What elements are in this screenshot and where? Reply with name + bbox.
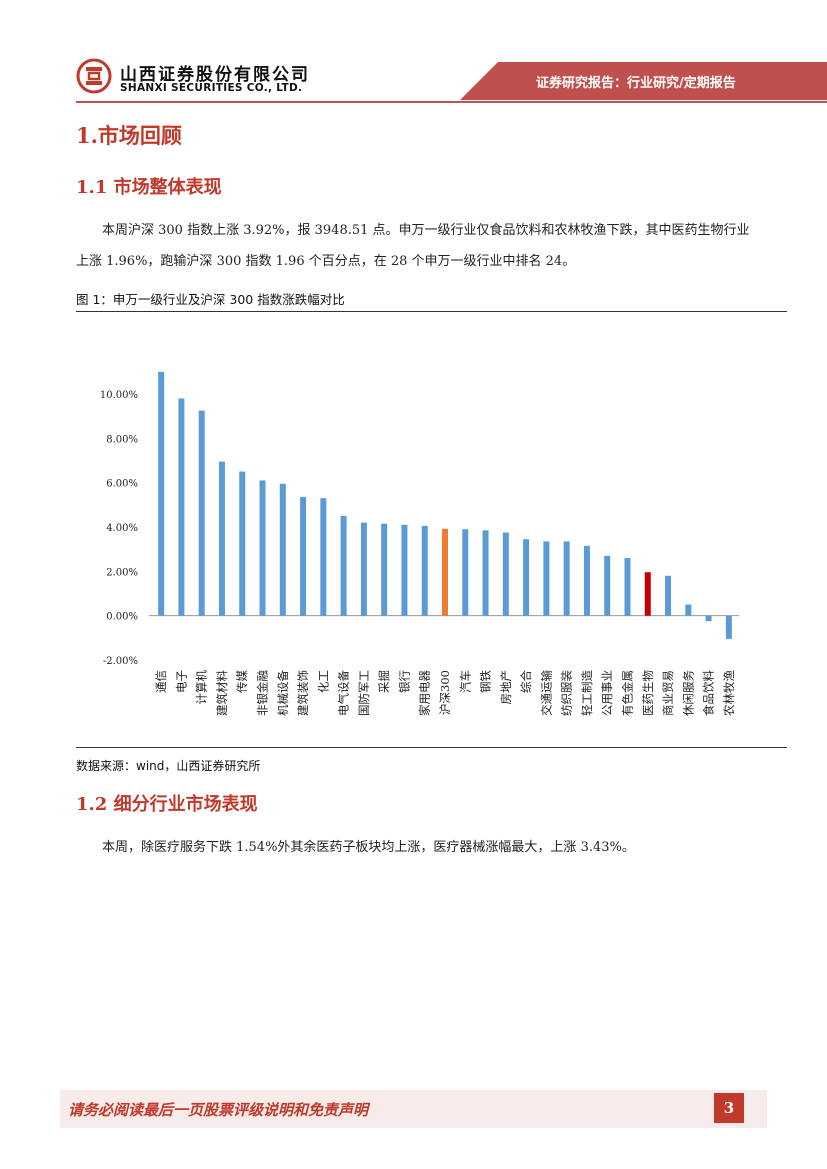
header-banner [460, 62, 827, 100]
x-category-label: 纺织服装 [560, 670, 574, 716]
company-name-en: SHANXI SECURITIES CO., LTD. [120, 82, 303, 94]
x-category-label: 有色金属 [620, 670, 634, 716]
bar [279, 483, 286, 616]
y-tick-label: 0.00% [106, 612, 138, 623]
bar [300, 497, 307, 616]
bar [482, 530, 489, 616]
bar [259, 480, 266, 616]
x-category-label: 轻工制造 [580, 670, 594, 716]
bar [624, 558, 631, 616]
x-category-label: 农林牧渔 [722, 670, 736, 716]
bar [218, 461, 225, 616]
figure-bottom-rule [76, 747, 787, 748]
x-category-label: 传媒 [235, 670, 249, 693]
y-tick-label: 10.00% [100, 390, 138, 401]
company-name-cn: 山西证券股份有限公司 [120, 65, 310, 85]
figure-caption: 图 1：申万一级行业及沪深 300 指数涨跌幅对比 [76, 292, 345, 307]
x-category-label: 综合 [519, 670, 533, 693]
y-tick-label: -2.00% [103, 656, 138, 667]
bar [685, 604, 692, 616]
x-category-label: 房地产 [499, 670, 513, 705]
x-category-label: 国防军工 [357, 670, 371, 716]
bar [340, 515, 347, 616]
overall-paragraph: 本周沪深 300 指数上涨 3.92%，报 3948.51 点。申万一级行业仅食… [76, 223, 750, 269]
page-header: 山西证券股份有限公司 SHANXI SECURITIES CO., LTD. 证… [0, 0, 827, 110]
bar [644, 572, 651, 616]
bar [442, 528, 448, 616]
section-title-subsector: 1.2 细分行业市场表现 [76, 794, 258, 815]
bar [705, 615, 712, 622]
bar [604, 555, 611, 616]
x-category-label: 医药生物 [641, 670, 655, 716]
bar [158, 371, 165, 616]
x-category-label: 建筑装饰 [296, 670, 310, 716]
bar [563, 541, 570, 616]
sector-performance-chart: 10.00%8.00%6.00%4.00%2.00%0.00%-2.00%通信电… [100, 371, 739, 716]
bar [239, 471, 246, 616]
x-category-label: 钢铁 [479, 670, 493, 693]
section-title-market-review: 1.市场回顾 [76, 123, 182, 148]
bar [401, 524, 408, 616]
bar [178, 398, 185, 616]
y-tick-label: 2.00% [106, 567, 138, 578]
x-category-label: 非银金融 [256, 670, 270, 716]
x-category-label: 建筑材料 [215, 670, 229, 716]
y-tick-label: 6.00% [106, 479, 138, 490]
footer-bar [60, 1090, 767, 1128]
company-logo-icon [76, 58, 112, 94]
x-category-label: 采掘 [377, 670, 391, 693]
x-category-label: 交通运输 [539, 670, 553, 716]
report-type: 证券研究报告：行业研究/定期报告 [536, 76, 736, 91]
bar [523, 539, 530, 616]
x-category-label: 银行 [397, 670, 411, 693]
bar [502, 532, 509, 616]
figure-source: 数据来源：wind，山西证券研究所 [76, 759, 261, 773]
footer-disclaimer: 请务必阅读最后一页股票评级说明和免责声明 [68, 1101, 369, 1119]
y-tick-label: 8.00% [106, 434, 138, 445]
bar [462, 529, 469, 616]
figure-top-rule [76, 311, 787, 312]
header-divider [76, 101, 827, 103]
bar [421, 525, 428, 616]
x-category-label: 家用电器 [418, 670, 432, 716]
x-category-label: 休闲服务 [681, 670, 695, 716]
x-category-label: 电气设备 [337, 670, 351, 716]
subsector-paragraph: 本周，除医疗服务下跌 1.54%外其余医药子板块均上涨，医疗器械涨幅最大，上涨 … [102, 840, 635, 855]
x-category-label: 通信 [154, 670, 168, 693]
bar [543, 541, 550, 616]
x-category-label: 商业贸易 [661, 670, 675, 716]
x-category-label: 公用事业 [600, 670, 614, 716]
bar [381, 523, 388, 616]
x-category-label: 计算机 [195, 670, 209, 705]
bar [360, 522, 367, 616]
bar [725, 615, 732, 639]
y-tick-label: 4.00% [106, 523, 138, 534]
x-category-label: 化工 [316, 670, 330, 693]
x-category-label: 沪深300 [438, 670, 452, 715]
bar [583, 545, 590, 616]
x-category-label: 电子 [174, 670, 188, 693]
x-category-label: 机械设备 [276, 670, 290, 716]
x-category-label: 汽车 [458, 670, 472, 693]
bar [198, 410, 205, 616]
bar [320, 498, 327, 616]
page-number: 3 [714, 1093, 744, 1123]
x-category-label: 食品饮料 [702, 670, 716, 716]
section-title-overall: 1.1 市场整体表现 [76, 177, 222, 198]
bar [665, 575, 672, 616]
